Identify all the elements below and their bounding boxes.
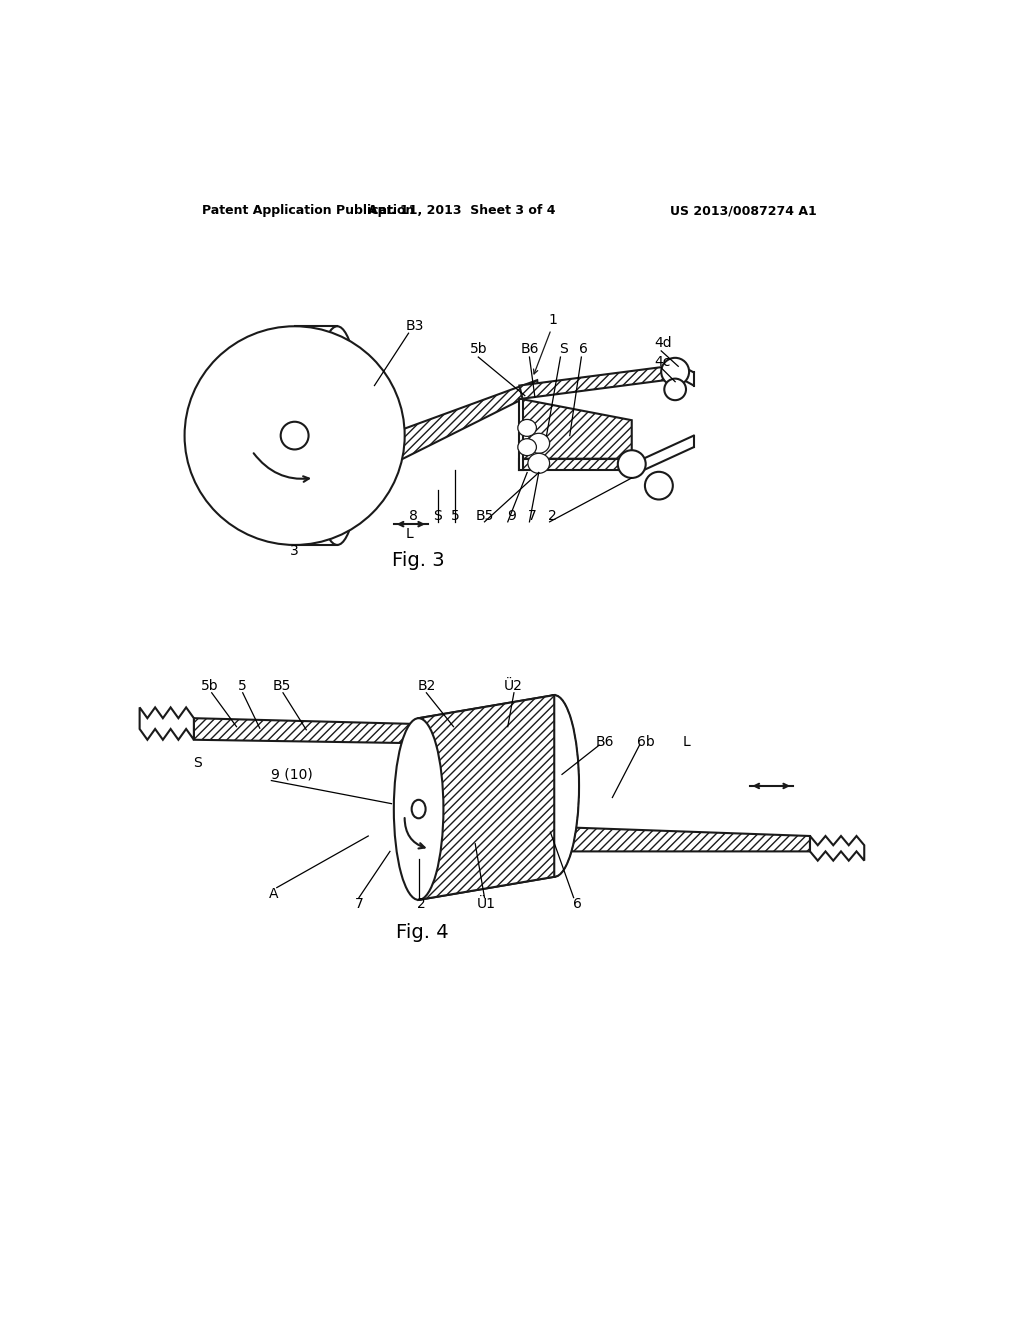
Text: B3: B3 — [406, 319, 424, 333]
Text: 6b: 6b — [637, 735, 654, 748]
Text: 3: 3 — [290, 544, 299, 558]
Ellipse shape — [528, 433, 550, 453]
Text: 8: 8 — [409, 510, 418, 524]
Text: B2: B2 — [417, 678, 435, 693]
Ellipse shape — [528, 453, 550, 474]
Ellipse shape — [518, 420, 537, 437]
Text: 7: 7 — [354, 896, 364, 911]
Polygon shape — [484, 825, 810, 851]
Text: B6: B6 — [520, 342, 539, 356]
Text: B6: B6 — [595, 735, 613, 748]
Ellipse shape — [529, 696, 579, 876]
Polygon shape — [519, 459, 632, 470]
Ellipse shape — [394, 718, 443, 900]
Ellipse shape — [665, 379, 686, 400]
Text: US 2013/0087274 A1: US 2013/0087274 A1 — [671, 205, 817, 218]
Text: B5: B5 — [475, 510, 494, 524]
Ellipse shape — [184, 326, 404, 545]
Ellipse shape — [662, 358, 689, 385]
Text: 5: 5 — [451, 510, 460, 524]
Polygon shape — [419, 696, 554, 900]
Ellipse shape — [518, 438, 537, 455]
Text: 5b: 5b — [201, 678, 218, 693]
Text: 5: 5 — [239, 678, 247, 693]
Text: 9 (10): 9 (10) — [271, 767, 313, 781]
Text: 2: 2 — [417, 896, 425, 911]
Text: Fig. 4: Fig. 4 — [396, 923, 449, 941]
Text: 4d: 4d — [654, 337, 672, 350]
Text: 6: 6 — [573, 896, 582, 911]
Text: 1: 1 — [548, 313, 557, 327]
Text: 6: 6 — [580, 342, 588, 356]
Text: L: L — [682, 735, 690, 748]
Text: 2: 2 — [548, 510, 557, 524]
Text: S: S — [433, 510, 442, 524]
Text: Apr. 11, 2013  Sheet 3 of 4: Apr. 11, 2013 Sheet 3 of 4 — [368, 205, 555, 218]
Text: Patent Application Publication: Patent Application Publication — [202, 205, 414, 218]
Polygon shape — [194, 718, 442, 743]
Text: B5: B5 — [272, 678, 291, 693]
Ellipse shape — [645, 471, 673, 499]
Polygon shape — [519, 399, 632, 459]
Ellipse shape — [281, 422, 308, 450]
Text: 4c: 4c — [654, 355, 671, 370]
Text: L: L — [406, 527, 414, 541]
Polygon shape — [365, 380, 539, 474]
Text: Fig. 3: Fig. 3 — [392, 550, 445, 570]
Ellipse shape — [617, 450, 646, 478]
Polygon shape — [519, 364, 683, 399]
Text: Ü2: Ü2 — [504, 678, 522, 693]
Polygon shape — [519, 399, 523, 470]
Text: 5b: 5b — [469, 342, 487, 356]
Text: Ü1: Ü1 — [476, 896, 496, 911]
Ellipse shape — [313, 326, 361, 545]
Text: 9: 9 — [507, 510, 516, 524]
Text: A: A — [269, 887, 279, 900]
Text: 7: 7 — [528, 510, 537, 524]
Polygon shape — [139, 708, 194, 739]
Ellipse shape — [412, 800, 426, 818]
Text: S: S — [559, 342, 568, 356]
Text: S: S — [194, 756, 202, 770]
Polygon shape — [810, 836, 864, 861]
